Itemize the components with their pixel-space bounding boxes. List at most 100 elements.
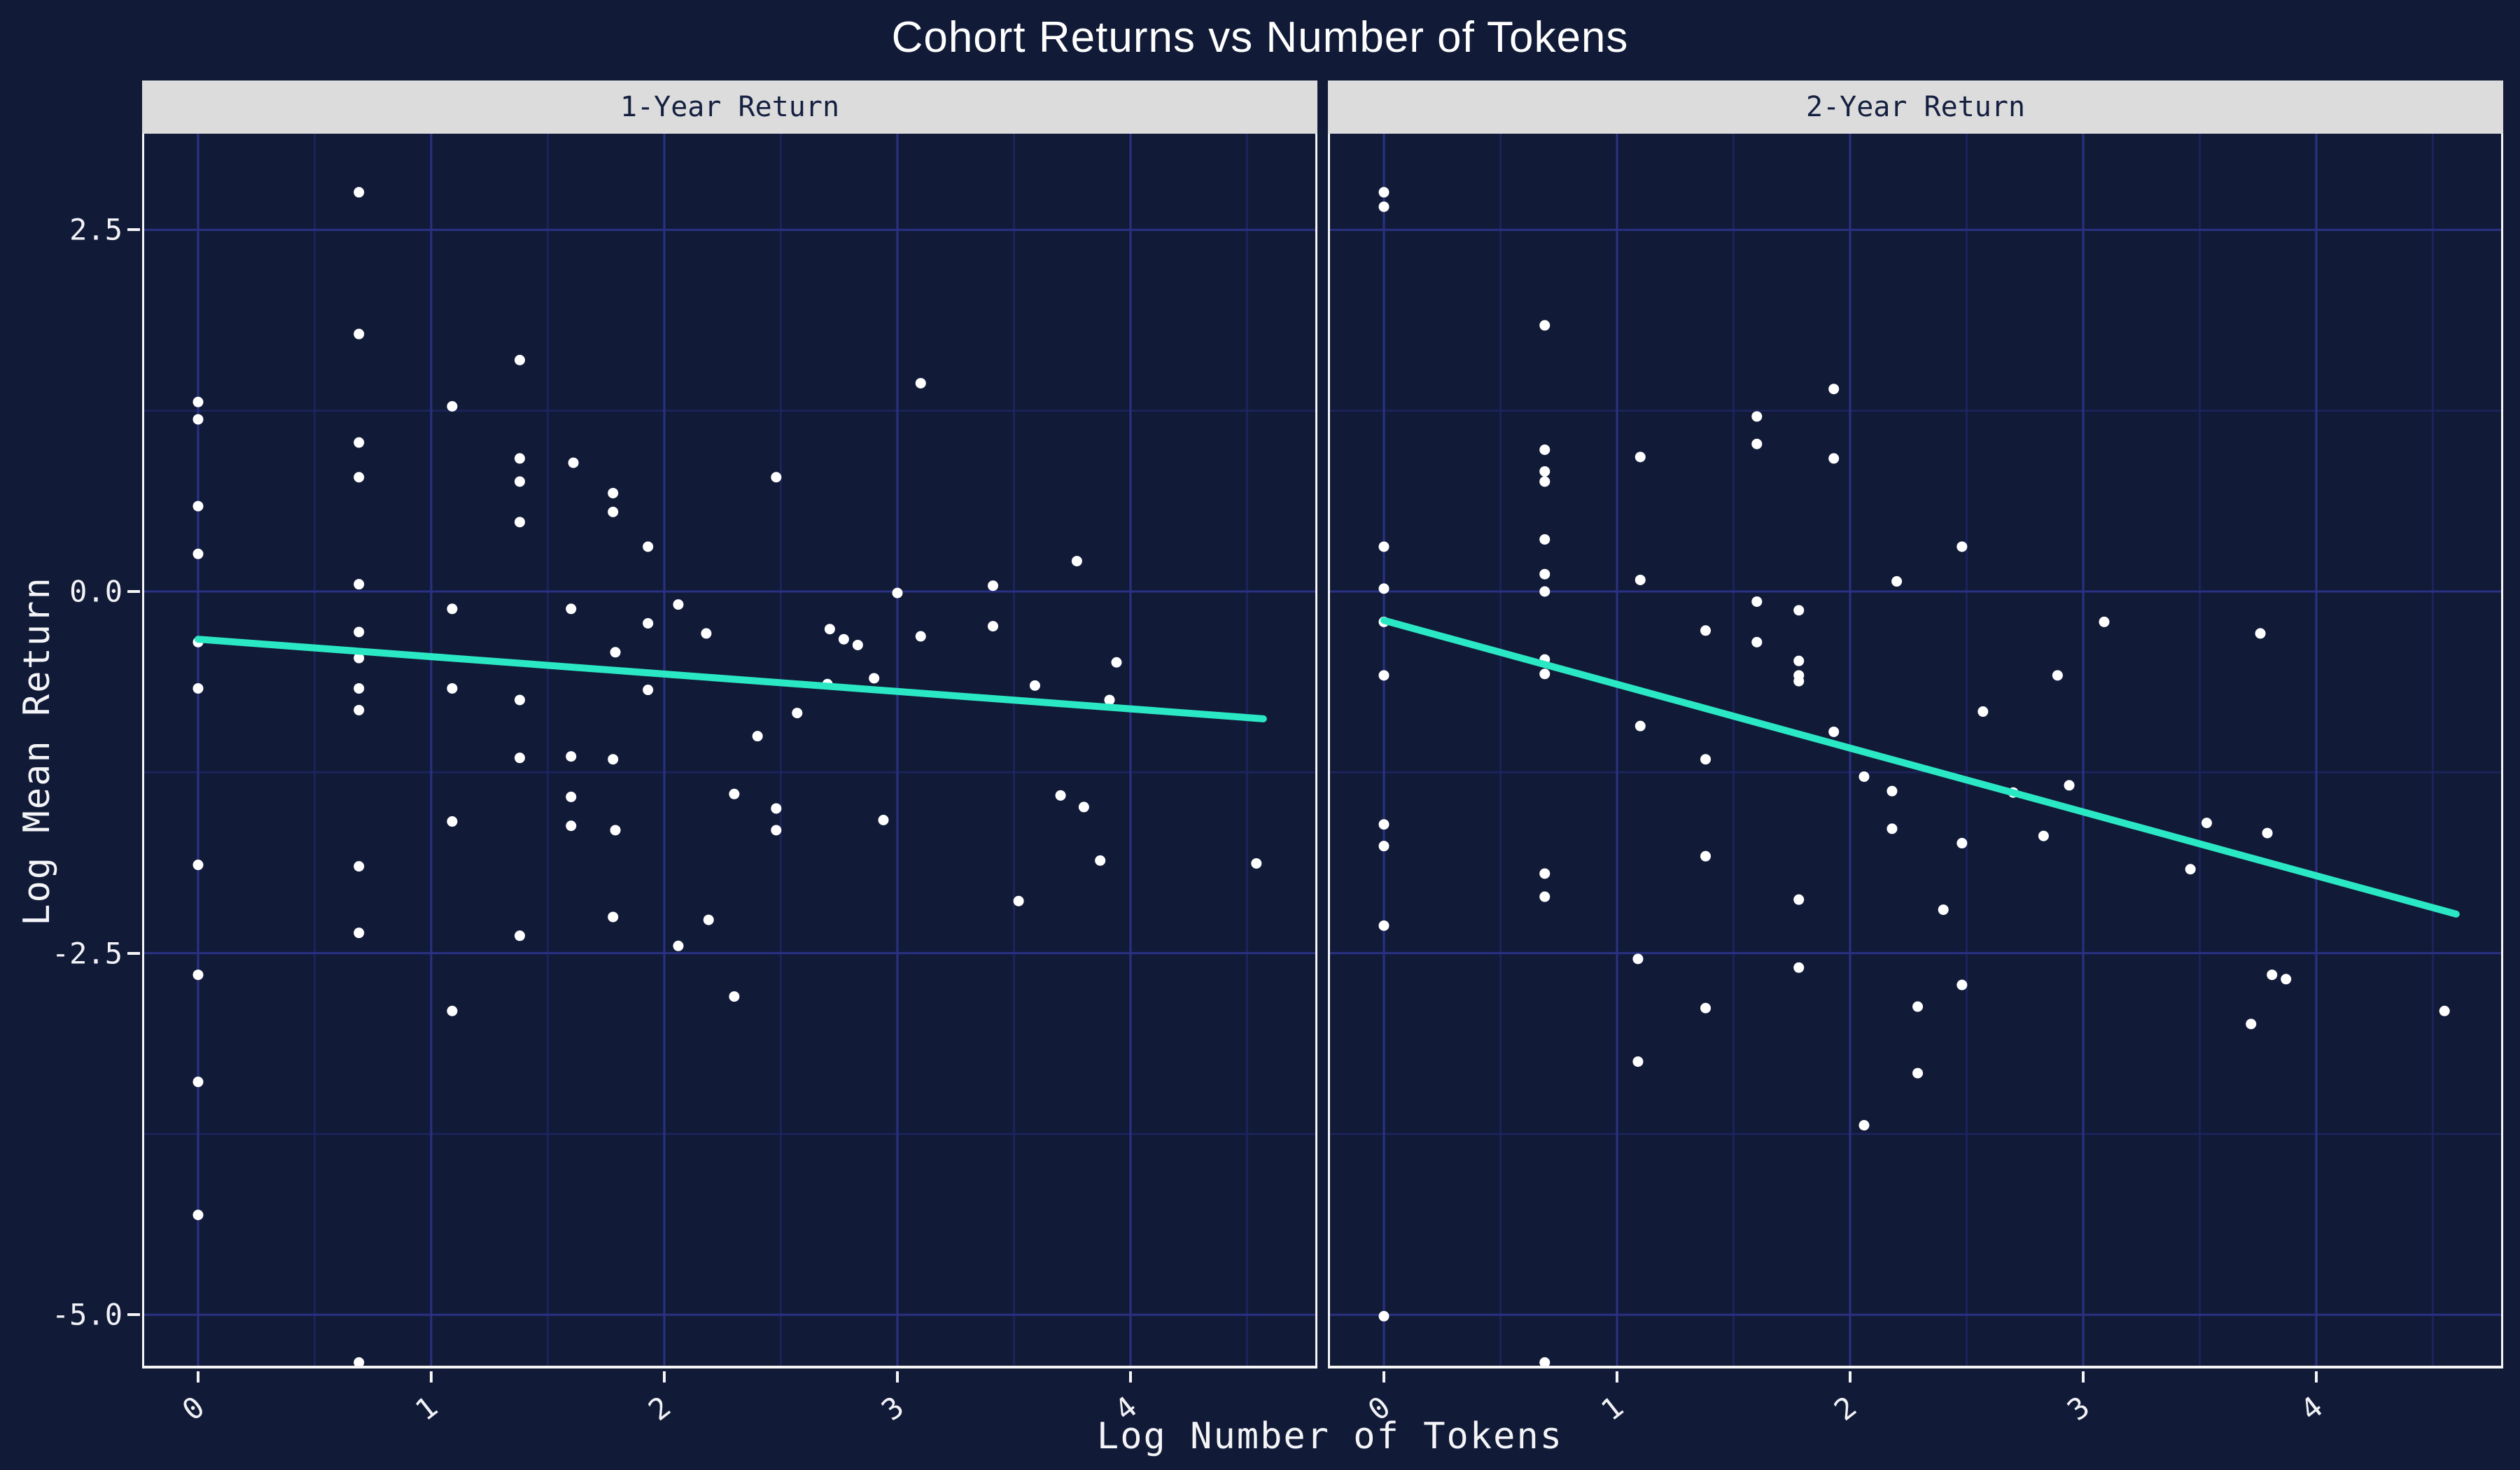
scatter-point bbox=[729, 991, 740, 1002]
facet-panel-2year: 2-Year Return bbox=[1328, 80, 2503, 1371]
scatter-point bbox=[514, 476, 526, 487]
y-tick-label: 2.5 bbox=[69, 212, 122, 247]
scatter-point bbox=[1539, 465, 1550, 477]
scatter-point bbox=[192, 1210, 204, 1221]
scatter-point bbox=[1539, 586, 1550, 597]
scatter-point bbox=[1751, 438, 1763, 449]
x-tick-mark bbox=[2315, 1371, 2318, 1382]
scatter-point bbox=[1539, 534, 1550, 545]
scatter-point bbox=[354, 437, 365, 448]
plot-panel-2year bbox=[1328, 134, 2503, 1368]
scatter-point bbox=[643, 541, 654, 552]
scatter-point bbox=[1700, 625, 1712, 636]
scatter-point bbox=[1071, 556, 1082, 567]
scatter-point bbox=[1634, 451, 1646, 463]
scatter-point bbox=[752, 731, 763, 742]
scatter-point bbox=[566, 791, 577, 802]
scatter-point bbox=[1700, 850, 1712, 862]
scatter-point bbox=[354, 626, 365, 638]
scatter-point bbox=[2052, 670, 2063, 681]
scatter-point bbox=[1938, 904, 1949, 916]
scatter-point bbox=[988, 621, 999, 632]
scatter-point bbox=[1378, 583, 1390, 594]
scatter-point bbox=[1828, 726, 1840, 737]
scatter-point bbox=[514, 517, 526, 528]
scatter-point bbox=[1828, 384, 1840, 395]
scatter-point bbox=[1956, 979, 1968, 990]
x-tick-mark bbox=[2082, 1371, 2085, 1382]
scatter-point bbox=[1632, 953, 1644, 965]
scatter-point bbox=[1378, 201, 1390, 212]
scatter-point bbox=[354, 927, 365, 939]
scatter-point bbox=[608, 487, 619, 498]
scatter-point bbox=[1632, 1056, 1644, 1068]
scatter-point bbox=[1634, 574, 1646, 585]
scatter-point bbox=[1700, 1002, 1712, 1014]
scatter-point bbox=[1539, 320, 1550, 331]
scatter-point bbox=[1793, 605, 1805, 616]
scatter-point bbox=[1378, 1310, 1390, 1322]
scatter-point bbox=[771, 825, 782, 836]
scatter-point bbox=[566, 751, 577, 762]
scatter-point bbox=[354, 682, 365, 694]
scatter-point bbox=[915, 377, 926, 388]
scatter-point bbox=[354, 1357, 365, 1366]
scatter-point bbox=[824, 624, 835, 635]
scatter-point bbox=[514, 453, 526, 464]
scatter-point bbox=[1793, 962, 1805, 973]
scatter-point bbox=[610, 647, 621, 658]
scatter-point bbox=[447, 401, 458, 412]
scatter-point bbox=[1104, 694, 1115, 706]
scatter-point bbox=[354, 861, 365, 872]
scatter-point bbox=[192, 969, 204, 981]
scatter-point bbox=[729, 788, 740, 799]
y-tick-mark bbox=[127, 590, 140, 593]
scatter-point bbox=[610, 825, 621, 836]
scatter-point bbox=[703, 914, 714, 925]
scatter-point bbox=[2439, 1005, 2450, 1016]
plot-panel-1year bbox=[142, 134, 1317, 1368]
scatter-point bbox=[2281, 974, 2292, 985]
scatter-point bbox=[192, 860, 204, 871]
scatter-point bbox=[1013, 895, 1024, 906]
facet-strip-1year: 1-Year Return bbox=[142, 80, 1317, 134]
scatter-point bbox=[514, 930, 526, 941]
y-tick-label: -5.0 bbox=[51, 1297, 122, 1332]
x-tick-mark bbox=[430, 1371, 433, 1382]
facet-strip-2year: 2-Year Return bbox=[1328, 80, 2503, 134]
scatter-point bbox=[1251, 858, 1262, 869]
scatter-point bbox=[514, 694, 526, 706]
scatter-point bbox=[514, 752, 526, 764]
scatter-point bbox=[566, 603, 577, 615]
scatter-point bbox=[1912, 1068, 1924, 1079]
scatter-point bbox=[1793, 655, 1805, 666]
scatter-point bbox=[354, 187, 365, 198]
scatter-point bbox=[2185, 864, 2196, 875]
scatter-point bbox=[1751, 596, 1763, 607]
scatter-point bbox=[1095, 855, 1106, 866]
scatter-point bbox=[1886, 785, 1898, 797]
scatter-point bbox=[771, 472, 782, 483]
scatter-point bbox=[1751, 411, 1763, 422]
scatter-point bbox=[1378, 670, 1390, 681]
scatter-point bbox=[673, 940, 684, 951]
scatter-point bbox=[2038, 830, 2049, 841]
scatter-point bbox=[192, 682, 204, 694]
y-tick-mark bbox=[127, 1313, 140, 1317]
scatter-point bbox=[1793, 676, 1805, 687]
scatter-point bbox=[643, 617, 654, 629]
scatter-point bbox=[852, 639, 863, 650]
scatter-point bbox=[1886, 823, 1898, 834]
scatter-point bbox=[1828, 453, 1840, 464]
trend-line bbox=[1380, 617, 2460, 918]
scatter-point bbox=[566, 820, 577, 832]
scatter-point bbox=[1378, 841, 1390, 852]
scatter-point bbox=[608, 911, 619, 923]
scatter-point bbox=[2201, 818, 2212, 829]
scatter-point bbox=[568, 457, 579, 468]
scatter-point bbox=[2246, 1018, 2257, 1030]
scatter-point bbox=[2064, 780, 2075, 791]
scatter-point bbox=[192, 500, 204, 512]
scatter-point bbox=[1634, 720, 1646, 732]
y-tick-mark bbox=[127, 951, 140, 955]
